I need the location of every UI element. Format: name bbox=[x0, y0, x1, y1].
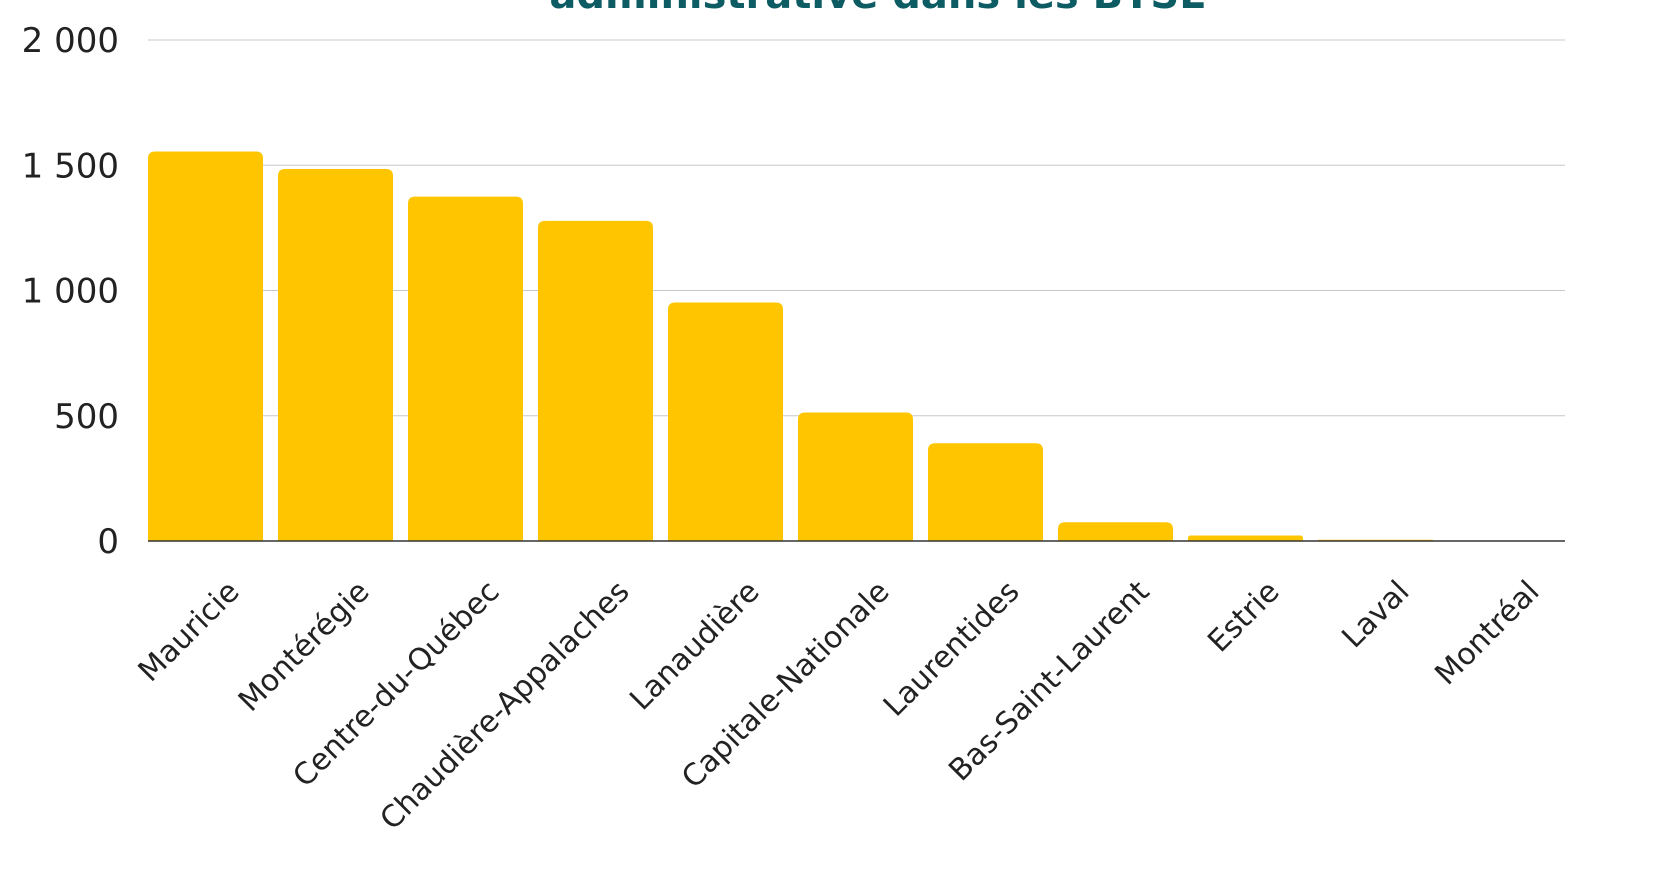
x-tick-label: Montérégie bbox=[232, 574, 377, 719]
y-tick-label: 1 000 bbox=[22, 272, 119, 312]
bar-capitale-nationale bbox=[798, 412, 913, 541]
y-tick-label: 2 000 bbox=[22, 21, 119, 61]
bar-centre-du-qu-bec bbox=[408, 196, 523, 541]
x-tick-label: Estrie bbox=[1201, 574, 1286, 659]
x-tick-label: Laval bbox=[1335, 574, 1416, 655]
x-tick-label: Chaudière-Appalaches bbox=[374, 574, 637, 837]
y-axis-ticks: 0 500 1 000 1 500 2 000 bbox=[22, 21, 119, 562]
y-tick-label: 1 500 bbox=[22, 146, 119, 186]
x-tick-label: Mauricie bbox=[132, 574, 247, 689]
chart-title: administrative dans les BTSE bbox=[549, 0, 1206, 18]
bar-estrie bbox=[1188, 535, 1303, 541]
bars bbox=[148, 151, 1433, 541]
bar-laurentides bbox=[928, 443, 1043, 541]
y-tick-label: 500 bbox=[54, 397, 119, 437]
bar-chaudi-re-appalaches bbox=[538, 220, 653, 541]
bar-mont-r-gie bbox=[278, 169, 393, 541]
x-tick-label: Lanaudière bbox=[623, 574, 766, 717]
x-tick-label: Montréal bbox=[1428, 574, 1546, 692]
y-tick-label: 0 bbox=[97, 522, 119, 562]
x-axis-labels: MauricieMontérégieCentre-du-QuébecChaudi… bbox=[132, 574, 1547, 837]
bar-lanaudi-re bbox=[668, 302, 783, 541]
bar-mauricie bbox=[148, 151, 263, 541]
bar-bas-saint-laurent bbox=[1058, 522, 1173, 541]
